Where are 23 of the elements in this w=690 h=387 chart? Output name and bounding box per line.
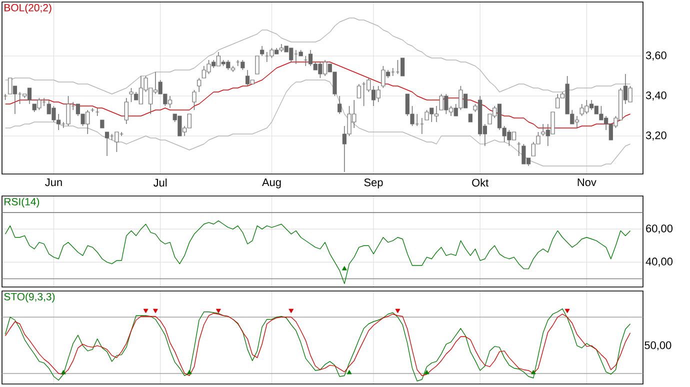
candlestick: [192, 90, 196, 110]
candlestick: [260, 46, 264, 56]
chart-title: STO(9,3,3): [4, 292, 55, 302]
x-tick-label: Jun: [45, 178, 62, 186]
x-tick-label: Nov: [578, 178, 596, 186]
text: 50,00: [644, 341, 672, 350]
candlestick: [255, 56, 260, 74]
x-tick-label: Jul: [153, 178, 167, 187]
candlestick: [197, 78, 202, 92]
y-tick-label: 60,00: [646, 224, 673, 234]
x-tick-label: Aug: [262, 178, 281, 188]
y-tick-label: 3,20: [646, 131, 666, 141]
y-tick-label: 3,60: [646, 51, 666, 61]
x-tick-label: Okt: [472, 178, 489, 187]
chart-title: RSI(14): [4, 198, 40, 208]
y-tick-label: 3,40: [646, 91, 666, 101]
chart-title: BOL(20;2): [4, 4, 52, 14]
candlestick: [338, 96, 342, 114]
x-tick-label: Sep: [364, 178, 383, 188]
y-tick-label: 40,00: [646, 258, 673, 267]
candlestick: [356, 84, 362, 98]
candlestick: [104, 132, 110, 156]
candlestick: [124, 98, 128, 124]
